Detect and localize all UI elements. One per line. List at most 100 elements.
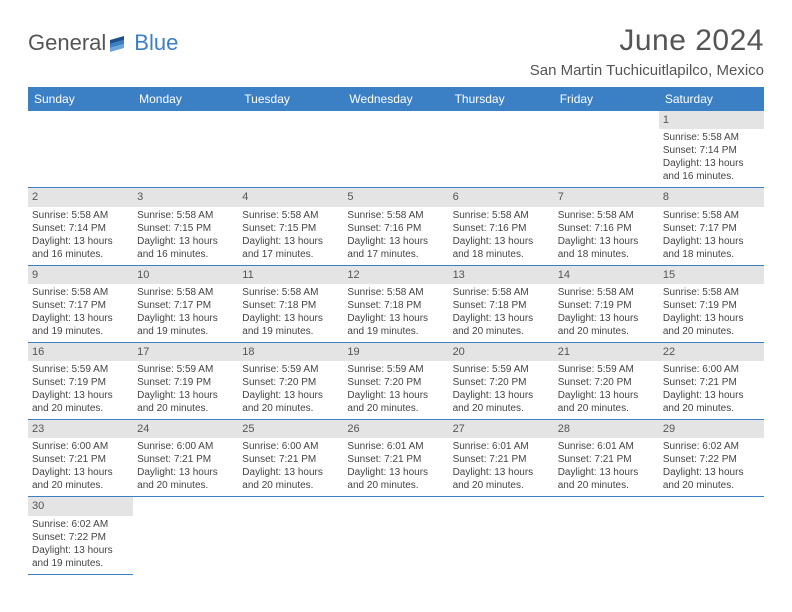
logo-word-1: General	[28, 30, 106, 56]
daylight-text-2: and 19 minutes.	[137, 325, 234, 338]
sunset-text: Sunset: 7:20 PM	[558, 376, 655, 389]
week-row: 16Sunrise: 5:59 AMSunset: 7:19 PMDayligh…	[28, 343, 764, 420]
day-cell: 30 Sunrise: 6:02 AMSunset: 7:22 PMDayligh…	[28, 497, 133, 574]
sunset-text: Sunset: 7:18 PM	[242, 299, 339, 312]
day-details: Sunrise: 6:01 AMSunset: 7:21 PMDaylight:…	[343, 440, 448, 494]
sunrise-text: Sunrise: 5:58 AM	[453, 286, 550, 299]
location: San Martin Tuchicuitlapilco, Mexico	[530, 62, 764, 79]
day-cell: 5Sunrise: 5:58 AMSunset: 7:16 PMDaylight…	[343, 188, 448, 265]
day-cell: 21 Sunrise: 5:59 AMSunset: 7:20 PMDayligh…	[554, 343, 659, 420]
daylight-text-2: and 20 minutes.	[242, 402, 339, 415]
day-number: 19	[343, 343, 448, 361]
day-details: Sunrise: 5:58 AMSunset: 7:17 PMDaylight:…	[133, 286, 238, 340]
daylight-text: Daylight: 13 hours	[453, 389, 550, 402]
header: General Blue June 2024 San Martin Tuchic…	[28, 24, 764, 79]
day-number: 4	[238, 188, 343, 206]
day-details: Sunrise: 5:58 AMSunset: 7:16 PMDaylight:…	[449, 209, 554, 263]
day-cell: 3Sunrise: 5:58 AMSunset: 7:15 PMDaylight…	[133, 188, 238, 265]
daylight-text-2: and 20 minutes.	[32, 402, 129, 415]
sunset-text: Sunset: 7:21 PM	[137, 453, 234, 466]
daylight-text-2: and 18 minutes.	[663, 248, 760, 261]
sunrise-text: Sunrise: 5:58 AM	[347, 209, 444, 222]
sunset-text: Sunset: 7:15 PM	[137, 222, 234, 235]
sunset-text: Sunset: 7:19 PM	[558, 299, 655, 312]
daylight-text-2: and 19 minutes.	[32, 325, 129, 338]
day-number: 17	[133, 343, 238, 361]
daylight-text: Daylight: 13 hours	[347, 389, 444, 402]
sunrise-text: Sunrise: 5:58 AM	[663, 209, 760, 222]
day-cell: 7Sunrise: 5:58 AMSunset: 7:16 PMDaylight…	[554, 188, 659, 265]
day-number: 9	[28, 266, 133, 284]
day-details: Sunrise: 5:59 AMSunset: 7:19 PMDaylight:…	[133, 363, 238, 417]
day-details: Sunrise: 6:02 AMSunset: 7:22 PMDaylight:…	[659, 440, 764, 494]
day-details: Sunrise: 6:02 AMSunset: 7:22 PMDaylight:…	[28, 518, 133, 572]
sunrise-text: Sunrise: 5:58 AM	[347, 286, 444, 299]
sunrise-text: Sunrise: 6:00 AM	[137, 440, 234, 453]
daylight-text-2: and 18 minutes.	[558, 248, 655, 261]
daylight-text: Daylight: 13 hours	[453, 235, 550, 248]
day-cell: 27Sunrise: 6:01 AMSunset: 7:21 PMDayligh…	[449, 420, 554, 497]
day-cell: 14Sunrise: 5:58 AMSunset: 7:19 PMDayligh…	[554, 266, 659, 343]
sunrise-text: Sunrise: 6:01 AM	[558, 440, 655, 453]
empty-cell	[343, 497, 448, 574]
daylight-text: Daylight: 13 hours	[663, 235, 760, 248]
daylight-text-2: and 20 minutes.	[453, 402, 550, 415]
day-number: 5	[343, 188, 448, 206]
day-number: 11	[238, 266, 343, 284]
day-details: Sunrise: 5:58 AMSunset: 7:18 PMDaylight:…	[238, 286, 343, 340]
day-number: 8	[659, 188, 764, 206]
day-number: 14	[554, 266, 659, 284]
daylight-text: Daylight: 13 hours	[453, 466, 550, 479]
day-number: 15	[659, 266, 764, 284]
daylight-text-2: and 20 minutes.	[663, 402, 760, 415]
daylight-text: Daylight: 13 hours	[558, 389, 655, 402]
daylight-text: Daylight: 13 hours	[137, 312, 234, 325]
daylight-text: Daylight: 13 hours	[242, 235, 339, 248]
day-details: Sunrise: 6:00 AMSunset: 7:21 PMDaylight:…	[659, 363, 764, 417]
day-number: 23	[28, 420, 133, 438]
day-header: Wednesday	[343, 87, 448, 111]
sunset-text: Sunset: 7:21 PM	[32, 453, 129, 466]
empty-cell	[554, 111, 659, 188]
daylight-text: Daylight: 13 hours	[347, 235, 444, 248]
day-details: Sunrise: 5:59 AMSunset: 7:20 PMDaylight:…	[449, 363, 554, 417]
day-details: Sunrise: 5:58 AMSunset: 7:14 PMDaylight:…	[28, 209, 133, 263]
day-number: 24	[133, 420, 238, 438]
daylight-text: Daylight: 13 hours	[242, 389, 339, 402]
daylight-text: Daylight: 13 hours	[663, 389, 760, 402]
daylight-text: Daylight: 13 hours	[32, 312, 129, 325]
daylight-text-2: and 17 minutes.	[347, 248, 444, 261]
sunset-text: Sunset: 7:16 PM	[453, 222, 550, 235]
month-title: June 2024	[530, 24, 764, 58]
daylight-text: Daylight: 13 hours	[242, 466, 339, 479]
sunrise-text: Sunrise: 5:59 AM	[347, 363, 444, 376]
sunset-text: Sunset: 7:20 PM	[453, 376, 550, 389]
daylight-text-2: and 19 minutes.	[242, 325, 339, 338]
day-details: Sunrise: 6:01 AMSunset: 7:21 PMDaylight:…	[449, 440, 554, 494]
week-row: 23Sunrise: 6:00 AMSunset: 7:21 PMDayligh…	[28, 420, 764, 497]
sunset-text: Sunset: 7:19 PM	[137, 376, 234, 389]
day-number: 30	[28, 497, 133, 515]
day-number: 3	[133, 188, 238, 206]
daylight-text-2: and 20 minutes.	[453, 325, 550, 338]
daylight-text: Daylight: 13 hours	[242, 312, 339, 325]
day-cell: 1Sunrise: 5:58 AMSunset: 7:14 PMDaylight…	[659, 111, 764, 188]
daylight-text-2: and 20 minutes.	[663, 325, 760, 338]
day-details: Sunrise: 6:01 AMSunset: 7:21 PMDaylight:…	[554, 440, 659, 494]
sunset-text: Sunset: 7:21 PM	[453, 453, 550, 466]
sunrise-text: Sunrise: 6:02 AM	[663, 440, 760, 453]
day-header: Tuesday	[238, 87, 343, 111]
daylight-text-2: and 20 minutes.	[242, 479, 339, 492]
daylight-text-2: and 20 minutes.	[453, 479, 550, 492]
day-cell: 2 Sunrise: 5:58 AMSunset: 7:14 PMDaylight…	[28, 188, 133, 265]
day-details: Sunrise: 5:58 AMSunset: 7:18 PMDaylight:…	[343, 286, 448, 340]
day-number: 21	[554, 343, 659, 361]
empty-cell	[133, 497, 238, 574]
sunrise-text: Sunrise: 5:58 AM	[137, 286, 234, 299]
day-number: 2	[28, 188, 133, 206]
sunrise-text: Sunrise: 5:59 AM	[558, 363, 655, 376]
day-details: Sunrise: 5:59 AMSunset: 7:20 PMDaylight:…	[554, 363, 659, 417]
daylight-text-2: and 17 minutes.	[242, 248, 339, 261]
empty-cell	[554, 497, 659, 574]
daylight-text-2: and 16 minutes.	[137, 248, 234, 261]
